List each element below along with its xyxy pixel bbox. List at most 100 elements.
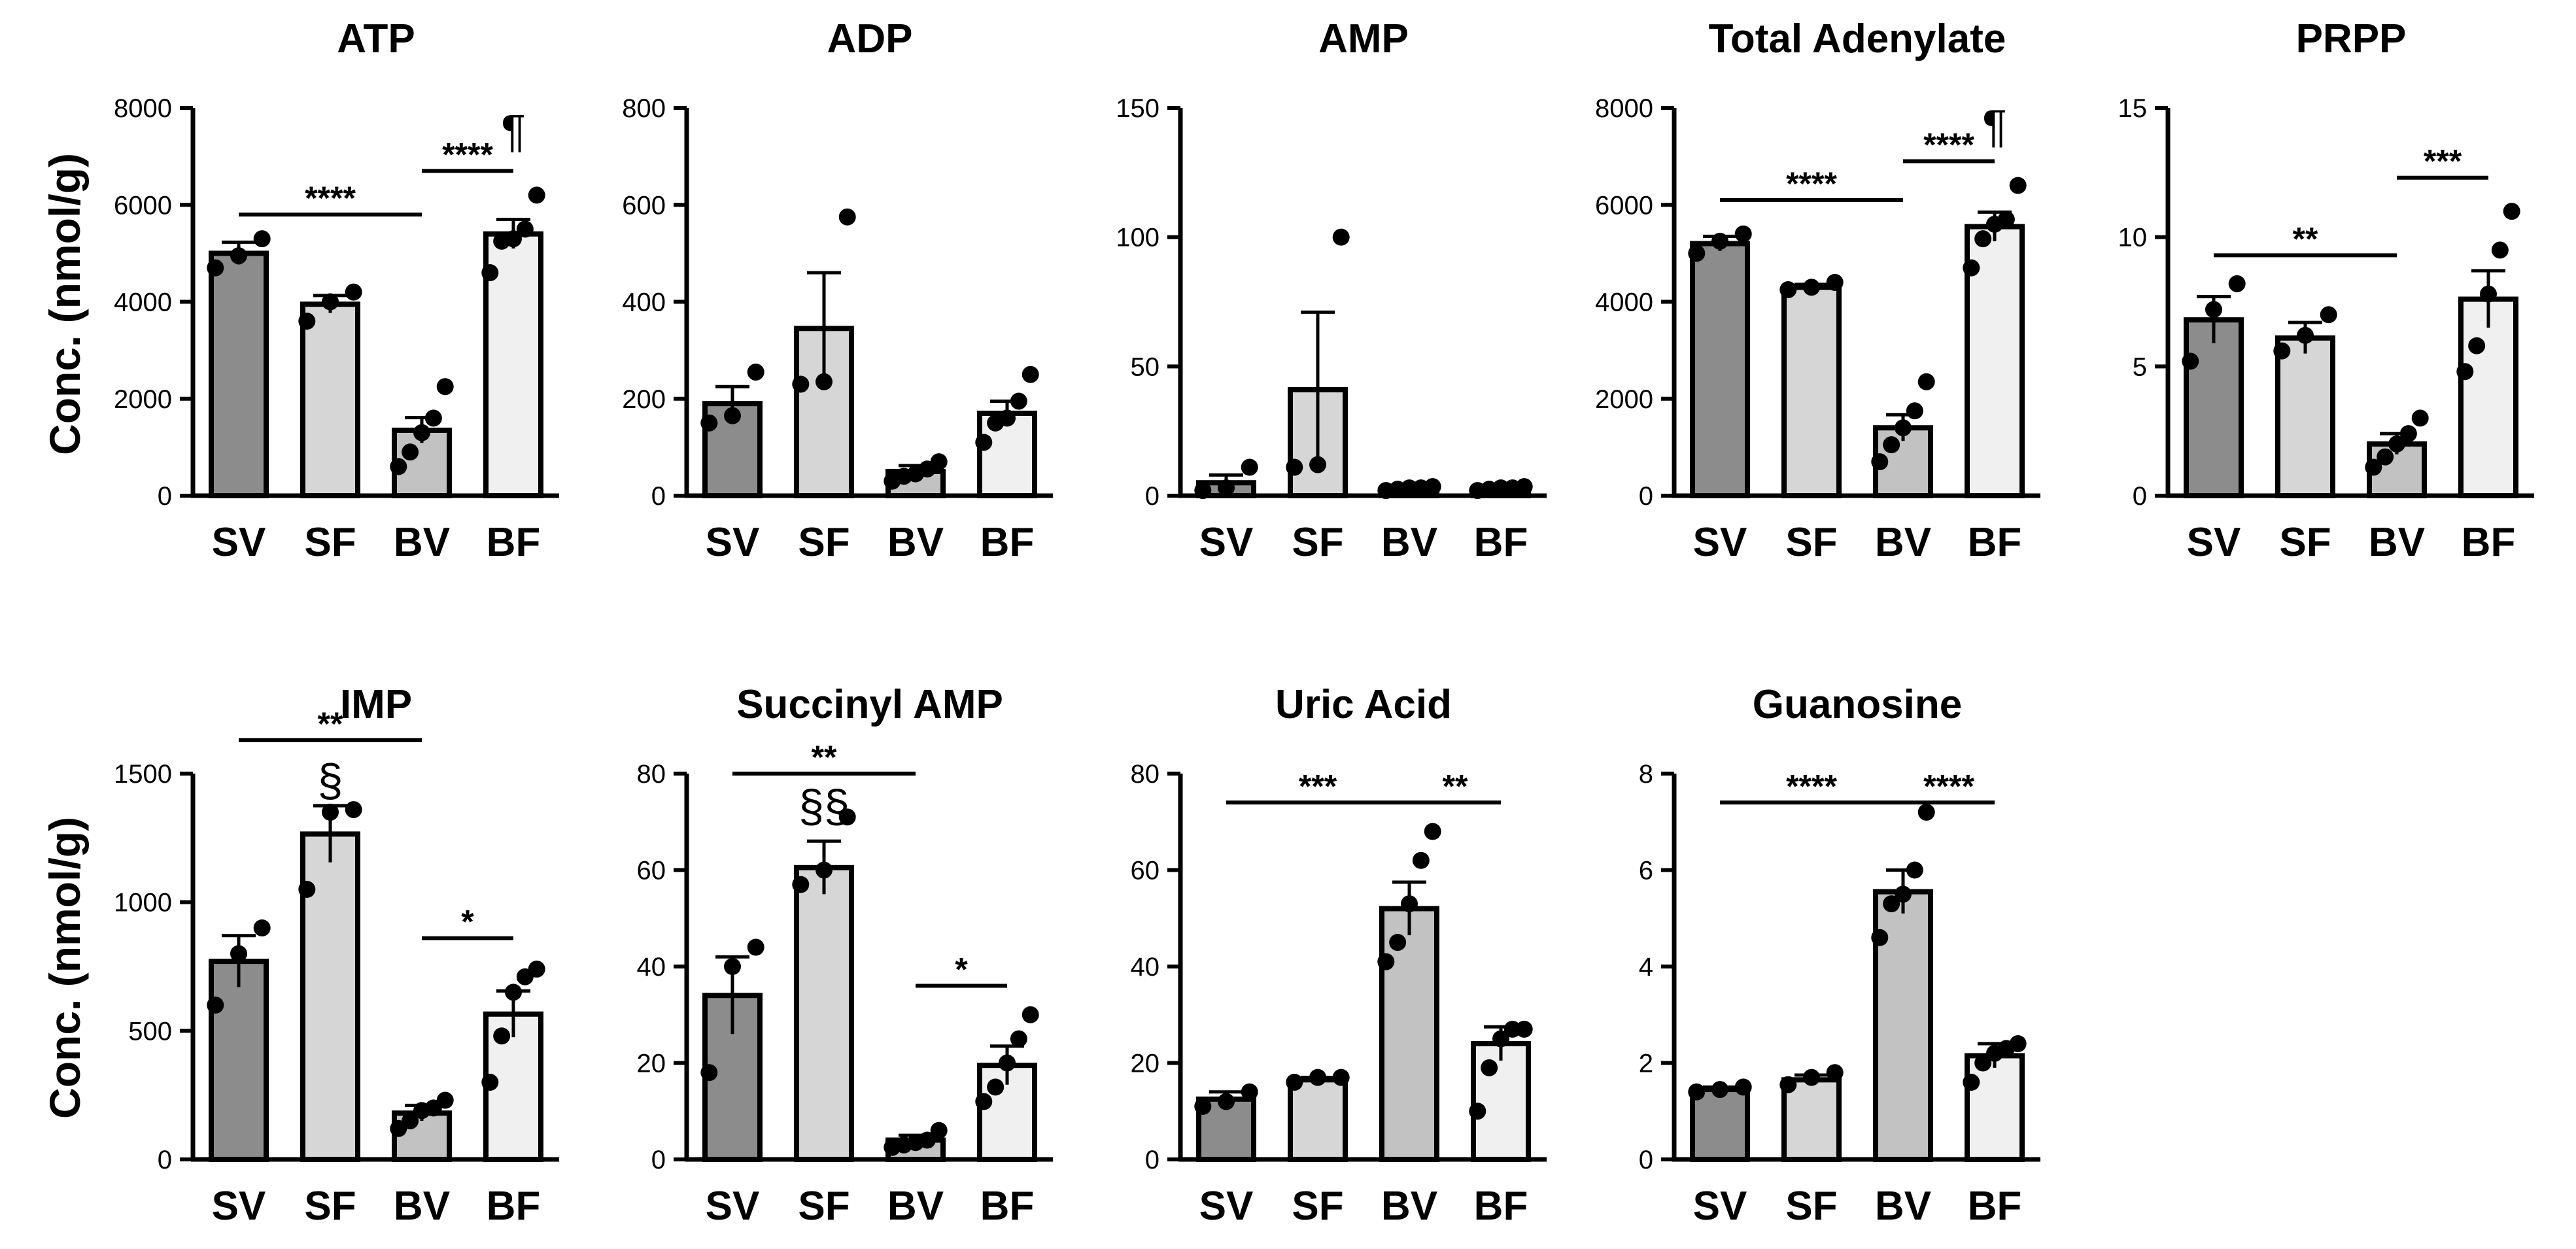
chart-title: ADP xyxy=(827,16,913,61)
data-point xyxy=(1826,273,1844,291)
data-point xyxy=(402,443,419,461)
data-point xyxy=(322,293,339,311)
data-point xyxy=(1412,851,1430,869)
y-tick-label: 2000 xyxy=(1595,385,1653,414)
data-point xyxy=(1803,279,1820,296)
chart-title: Uric Acid xyxy=(1275,682,1452,727)
bar xyxy=(1690,241,1750,498)
x-tick-label: BV xyxy=(1875,1184,1931,1229)
y-tick-label: 0 xyxy=(158,482,172,511)
chart-panel-2: AMP SV SF BV BF 0 50 100 150 xyxy=(1116,16,1547,565)
data-point xyxy=(930,453,948,471)
data-point xyxy=(1218,479,1235,497)
y-tick-label: 0 xyxy=(158,1146,172,1174)
y-tick-label: 600 xyxy=(622,191,666,220)
data-point xyxy=(1309,456,1326,473)
y-tick-label: 800 xyxy=(622,94,666,123)
bar xyxy=(2458,296,2518,498)
data-point xyxy=(1401,895,1418,913)
data-point xyxy=(298,881,316,898)
data-point xyxy=(724,407,741,424)
bar xyxy=(209,959,269,1162)
x-tick-label: BF xyxy=(980,520,1035,565)
chart-panel-3: Total Adenylate SV SF BV BF 0 2000 4000 6000 8000… xyxy=(1595,16,2040,565)
x-tick-label: BV xyxy=(887,1184,944,1229)
data-point xyxy=(1481,1059,1498,1076)
annotation-symbol: § xyxy=(318,755,343,806)
bar xyxy=(2275,335,2335,499)
data-point xyxy=(516,220,534,238)
data-point xyxy=(207,259,224,277)
data-point xyxy=(253,919,271,936)
x-tick-label: SF xyxy=(1292,1184,1343,1229)
data-point xyxy=(1424,478,1441,496)
y-axis-label-bottom: Conc. (nmol/g) xyxy=(41,817,89,1119)
y-tick-label: 6000 xyxy=(114,191,172,220)
y-tick-label: 10 xyxy=(2118,224,2148,252)
bar xyxy=(1288,1077,1348,1162)
data-point xyxy=(1779,1076,1797,1093)
data-point xyxy=(322,804,339,821)
data-point xyxy=(918,1131,936,1149)
data-point xyxy=(987,1078,1005,1096)
bar xyxy=(794,864,854,1162)
data-point xyxy=(1906,402,1923,420)
data-point xyxy=(1688,245,1706,262)
y-tick-label: 20 xyxy=(1131,1050,1160,1078)
y-tick-label: 500 xyxy=(128,1017,172,1046)
data-point xyxy=(1241,1083,1258,1101)
data-point xyxy=(747,938,764,956)
bar xyxy=(1965,1053,2025,1162)
data-point xyxy=(1688,1083,1706,1101)
data-point xyxy=(2491,241,2509,259)
y-tick-label: 40 xyxy=(637,953,666,982)
data-point xyxy=(1022,1006,1039,1023)
data-point xyxy=(2273,342,2291,360)
x-tick-label: BF xyxy=(1968,520,2022,565)
y-tick-label: 8000 xyxy=(1595,94,1653,123)
annotation-symbol: ¶ xyxy=(1982,101,2007,152)
significance-label: **** xyxy=(305,180,356,216)
x-tick-label: BF xyxy=(1474,520,1528,565)
significance-label: ** xyxy=(318,706,343,742)
y-tick-label: 80 xyxy=(637,760,666,789)
y-tick-label: 8000 xyxy=(114,94,172,123)
data-point xyxy=(390,458,407,475)
data-point xyxy=(2399,425,2417,443)
data-point xyxy=(2456,363,2474,381)
data-point xyxy=(930,1121,948,1139)
bar xyxy=(483,231,543,498)
data-point xyxy=(1424,823,1441,840)
data-point xyxy=(2009,177,2027,194)
data-point xyxy=(2480,285,2497,303)
data-point xyxy=(1022,366,1039,383)
y-tick-label: 1000 xyxy=(114,889,172,917)
data-point xyxy=(1997,211,2015,228)
data-point xyxy=(1389,934,1407,951)
data-point xyxy=(1309,1069,1326,1086)
data-point xyxy=(1734,1078,1752,1096)
x-tick-label: BV xyxy=(887,520,944,565)
data-point xyxy=(838,808,856,826)
data-point xyxy=(345,801,362,819)
significance-label: ** xyxy=(812,739,837,776)
data-point xyxy=(528,186,545,204)
y-tick-label: 1500 xyxy=(114,760,172,789)
significance-label: **** xyxy=(1923,768,1974,804)
x-tick-label: SV xyxy=(706,1184,760,1229)
data-point xyxy=(1286,1074,1303,1091)
data-point xyxy=(1779,281,1797,298)
data-point xyxy=(1974,1054,1992,1072)
x-tick-label: SF xyxy=(1292,520,1343,565)
significance-label: *** xyxy=(2424,143,2462,180)
y-tick-label: 4000 xyxy=(114,288,172,317)
data-point xyxy=(816,373,833,390)
significance-label: **** xyxy=(1786,165,1837,202)
data-point xyxy=(2388,435,2405,453)
x-tick-label: BV xyxy=(1381,520,1437,565)
chart-title: ATP xyxy=(337,16,415,61)
data-point xyxy=(1917,804,1935,821)
